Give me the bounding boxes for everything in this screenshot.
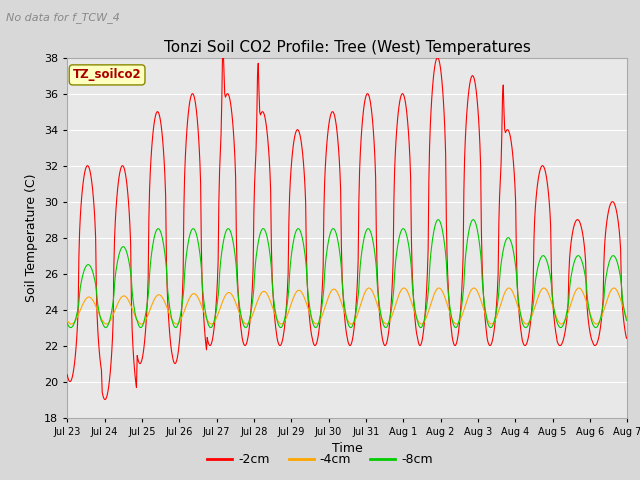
Legend: -2cm, -4cm, -8cm: -2cm, -4cm, -8cm [202, 448, 438, 471]
Y-axis label: Soil Temperature (C): Soil Temperature (C) [26, 173, 38, 302]
Title: Tonzi Soil CO2 Profile: Tree (West) Temperatures: Tonzi Soil CO2 Profile: Tree (West) Temp… [164, 40, 531, 55]
Text: No data for f_TCW_4: No data for f_TCW_4 [6, 12, 120, 23]
X-axis label: Time: Time [332, 442, 363, 455]
Text: TZ_soilco2: TZ_soilco2 [73, 68, 141, 82]
